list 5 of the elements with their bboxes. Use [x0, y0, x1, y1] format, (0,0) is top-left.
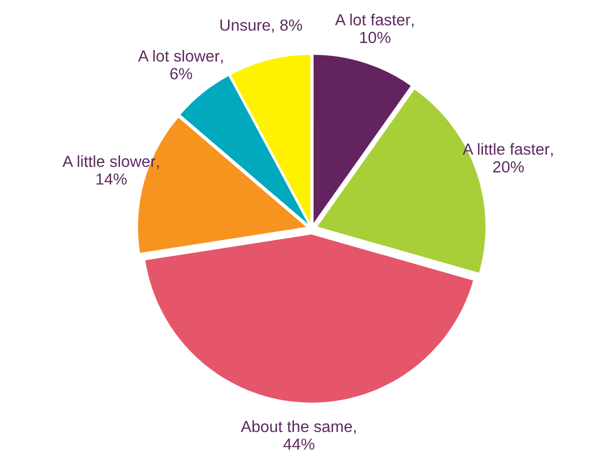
slice-label: Unsure	[220, 20, 270, 31]
slice-label: About the same	[240, 420, 352, 432]
data-label: , 8%	[272, 19, 302, 33]
slice-label: A lot slower	[138, 50, 220, 62]
slice-label: A lot faster	[335, 14, 410, 26]
